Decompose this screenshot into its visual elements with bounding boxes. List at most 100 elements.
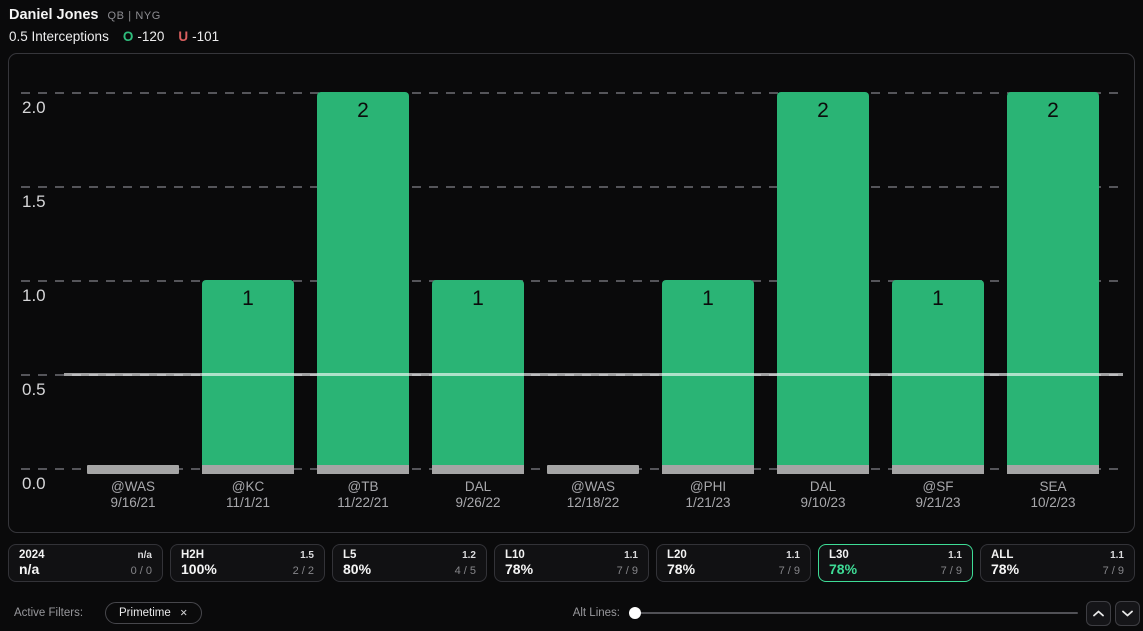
slider-track[interactable]: [629, 612, 1078, 614]
game-date-label: 9/26/22: [455, 494, 501, 510]
bar-baseline-segment: [892, 465, 984, 474]
game-date-label: 12/18/22: [566, 494, 620, 510]
y-gridline: [21, 280, 1120, 282]
prop-line-label: 0.5 Interceptions: [9, 29, 109, 44]
game-bar[interactable]: [87, 465, 179, 474]
active-filters-label: Active Filters:: [14, 607, 84, 619]
game-bar[interactable]: 2: [317, 92, 409, 474]
stat-window-box-l5[interactable]: L5 1.2 80% 4 / 5: [332, 544, 487, 582]
stat-hit-percentage: 78%: [829, 561, 858, 577]
under-odds-value: -101: [192, 29, 220, 44]
opponent-label: @SF: [922, 479, 954, 494]
bar-baseline-segment: [662, 465, 754, 474]
bar-baseline-segment: [1007, 465, 1099, 474]
line-up-button[interactable]: [1086, 600, 1111, 626]
under-icon: U: [178, 29, 189, 44]
y-axis-tick-label: 2.0: [22, 98, 46, 117]
opponent-label: DAL: [464, 479, 492, 494]
game-date-label: 9/21/23: [915, 494, 961, 510]
stat-window-label: L30: [829, 549, 849, 561]
opponent-label: DAL: [809, 479, 837, 494]
x-axis-tick-label: SEA 10/2/23: [996, 479, 1110, 510]
bar-baseline-segment: [317, 465, 409, 474]
game-date-label: 11/1/21: [225, 494, 271, 510]
opponent-label: SEA: [1039, 479, 1067, 494]
stat-hit-percentage: 100%: [181, 561, 217, 577]
x-axis-tick-label: @TB 11/22/21: [306, 479, 420, 510]
bar-value-label: 2: [1047, 99, 1059, 122]
chart-container: 0.0 0.5 1.0 1.5 2.0 @WAS 9/16/21 1 @KC 11/1/21 2 @T…: [8, 53, 1135, 533]
game-date-label: 9/10/23: [800, 494, 846, 510]
stat-average-value: 1.1: [624, 550, 638, 561]
bar-value-label: 1: [702, 287, 714, 310]
line-down-button[interactable]: [1115, 600, 1140, 626]
game-date-label: 1/21/23: [685, 494, 731, 510]
filter-chip-label: Primetime: [119, 607, 171, 619]
over-odds-value: -120: [137, 29, 165, 44]
remove-filter-icon[interactable]: ✕: [179, 607, 188, 619]
stat-hit-percentage: 78%: [667, 561, 696, 577]
x-axis-tick-label: @WAS 9/16/21: [76, 479, 190, 510]
opponent-label: @TB: [347, 479, 379, 494]
game-bar[interactable]: 1: [202, 280, 294, 474]
game-date-label: 9/16/21: [110, 494, 156, 510]
stat-window-box-all[interactable]: ALL 1.1 78% 7 / 9: [980, 544, 1135, 582]
x-axis-tick-label: @WAS 12/18/22: [536, 479, 650, 510]
bar-value-label: 2: [817, 99, 829, 122]
game-bar[interactable]: 1: [662, 280, 754, 474]
line-step-buttons: [1086, 600, 1140, 626]
stat-record: 0 / 0: [130, 565, 152, 577]
bar-baseline-segment: [432, 465, 524, 474]
under-odds[interactable]: U -101: [178, 29, 219, 44]
stat-window-box-h2h[interactable]: H2H 1.5 100% 2 / 2: [170, 544, 325, 582]
stat-window-label: ALL: [991, 549, 1014, 561]
stat-average-value: 1.1: [1110, 550, 1124, 561]
stat-window-box-l30[interactable]: L30 1.1 78% 7 / 9: [818, 544, 973, 582]
stat-record: 2 / 2: [292, 565, 314, 577]
bar-value-label: 1: [932, 287, 944, 310]
prop-line-marker: [64, 373, 1123, 376]
y-gridline: [21, 92, 1120, 94]
stat-average-value: 1.2: [462, 550, 476, 561]
alt-lines-slider[interactable]: [629, 607, 1078, 619]
slider-thumb[interactable]: [629, 607, 641, 619]
x-axis-tick-label: @KC 11/1/21: [191, 479, 305, 510]
stat-record: 7 / 9: [940, 565, 962, 577]
chevron-up-icon: [1093, 610, 1104, 616]
header: Daniel Jones QB | NYG 0.5 Interceptions …: [9, 7, 219, 44]
stat-window-box-2024[interactable]: 2024 n/a n/a 0 / 0: [8, 544, 163, 582]
game-bar[interactable]: 1: [892, 280, 984, 474]
footer-bar: Active Filters: Primetime ✕ Alt Lines:: [8, 598, 1140, 628]
stat-window-label: 2024: [19, 549, 45, 561]
game-bar[interactable]: [547, 465, 639, 474]
stat-record: 4 / 5: [454, 565, 476, 577]
stat-window-box-l20[interactable]: L20 1.1 78% 7 / 9: [656, 544, 811, 582]
bar-value-label: 1: [472, 287, 484, 310]
bar-value-label: 1: [242, 287, 254, 310]
stat-average-value: n/a: [137, 550, 152, 561]
game-date-label: 11/22/21: [337, 494, 389, 510]
y-axis-tick-label: 0.0: [22, 474, 46, 493]
bar-baseline-segment: [777, 465, 869, 474]
player-position-team: QB | NYG: [107, 10, 161, 22]
opponent-label: @PHI: [689, 479, 727, 494]
game-bar[interactable]: 2: [777, 92, 869, 474]
bar-baseline-segment: [202, 465, 294, 474]
opponent-label: @WAS: [571, 479, 615, 494]
stat-window-label: H2H: [181, 549, 205, 561]
opponent-label: @KC: [231, 479, 265, 494]
over-odds[interactable]: O -120: [123, 29, 165, 44]
stat-record: 7 / 9: [1102, 565, 1124, 577]
stat-hit-percentage: 78%: [991, 561, 1020, 577]
bar-value-label: 2: [357, 99, 369, 122]
opponent-label: @WAS: [111, 479, 155, 494]
filter-chip-primetime[interactable]: Primetime ✕: [105, 602, 202, 624]
player-name: Daniel Jones: [9, 7, 99, 23]
game-bar[interactable]: 2: [1007, 92, 1099, 474]
y-axis-tick-label: 0.5: [22, 380, 46, 399]
alt-lines-label: Alt Lines:: [572, 607, 620, 619]
stat-window-box-l10[interactable]: L10 1.1 78% 7 / 9: [494, 544, 649, 582]
active-filter-chips: Primetime ✕: [83, 602, 202, 624]
game-bar[interactable]: 1: [432, 280, 524, 474]
x-axis-tick-label: @PHI 1/21/23: [651, 479, 765, 510]
